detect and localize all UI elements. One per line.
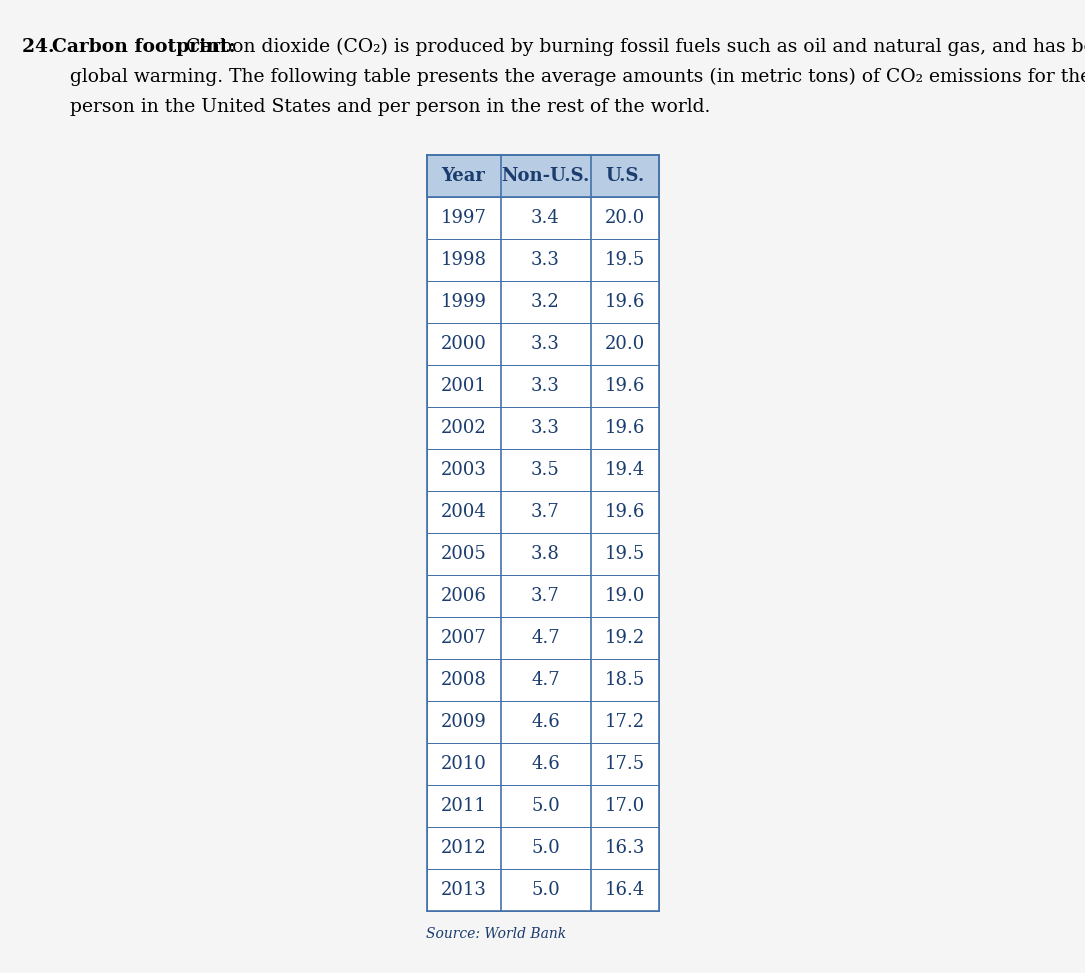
Text: Source: World Bank: Source: World Bank	[426, 927, 566, 941]
Text: 5.0: 5.0	[532, 797, 560, 815]
Text: 5.0: 5.0	[532, 839, 560, 857]
Bar	[426, 827, 659, 869]
Text: 19.2: 19.2	[604, 629, 644, 647]
Bar	[426, 239, 659, 281]
Text: 19.6: 19.6	[604, 293, 644, 311]
Bar	[426, 659, 659, 701]
Text: 2005: 2005	[441, 545, 486, 563]
Text: 3.5: 3.5	[532, 461, 560, 479]
Text: 2008: 2008	[441, 671, 486, 689]
Bar	[426, 533, 659, 575]
Text: 2013: 2013	[441, 881, 486, 899]
Text: Year: Year	[442, 167, 485, 185]
Text: 16.4: 16.4	[604, 881, 644, 899]
Text: 19.5: 19.5	[604, 251, 644, 269]
Text: 19.5: 19.5	[604, 545, 644, 563]
Text: 4.6: 4.6	[532, 713, 560, 731]
Text: 2011: 2011	[441, 797, 486, 815]
Text: 3.4: 3.4	[532, 209, 560, 227]
Bar	[426, 449, 659, 491]
Text: 19.6: 19.6	[604, 419, 644, 437]
Text: 4.6: 4.6	[532, 755, 560, 773]
Text: 1999: 1999	[441, 293, 486, 311]
Text: 17.5: 17.5	[604, 755, 644, 773]
Text: 3.3: 3.3	[531, 377, 560, 395]
Text: 17.2: 17.2	[604, 713, 644, 731]
Text: 17.0: 17.0	[604, 797, 644, 815]
Text: person in the United States and per person in the rest of the world.: person in the United States and per pers…	[71, 98, 711, 116]
Text: 2000: 2000	[441, 335, 486, 353]
Text: 2004: 2004	[441, 503, 486, 521]
Text: 1997: 1997	[441, 209, 486, 227]
Text: 19.6: 19.6	[604, 503, 644, 521]
Bar	[426, 281, 659, 323]
Text: 3.7: 3.7	[532, 587, 560, 605]
Text: 19.6: 19.6	[604, 377, 644, 395]
Text: 3.2: 3.2	[532, 293, 560, 311]
Bar	[426, 617, 659, 659]
Text: 19.4: 19.4	[604, 461, 644, 479]
Text: 24.: 24.	[22, 38, 61, 56]
Text: Carbon dioxide (CO₂) is produced by burning fossil fuels such as oil and natural: Carbon dioxide (CO₂) is produced by burn…	[180, 38, 1085, 56]
Bar	[426, 869, 659, 911]
Text: 2006: 2006	[441, 587, 486, 605]
Text: 4.7: 4.7	[532, 671, 560, 689]
Bar	[426, 491, 659, 533]
Bar	[426, 743, 659, 785]
Text: 1998: 1998	[441, 251, 486, 269]
Text: 3.3: 3.3	[531, 251, 560, 269]
Text: U.S.: U.S.	[604, 167, 644, 185]
Bar	[426, 575, 659, 617]
Text: 3.8: 3.8	[531, 545, 560, 563]
Text: 4.7: 4.7	[532, 629, 560, 647]
Text: 20.0: 20.0	[604, 209, 644, 227]
Text: 19.0: 19.0	[604, 587, 644, 605]
Text: 2001: 2001	[441, 377, 486, 395]
Bar	[426, 701, 659, 743]
Text: 2012: 2012	[441, 839, 486, 857]
Bar	[426, 197, 659, 239]
Text: 2010: 2010	[441, 755, 486, 773]
Text: Non-U.S.: Non-U.S.	[501, 167, 589, 185]
Bar	[426, 407, 659, 449]
Bar	[426, 785, 659, 827]
Text: 5.0: 5.0	[532, 881, 560, 899]
Bar	[426, 155, 659, 197]
Text: global warming. The following table presents the average amounts (in metric tons: global warming. The following table pres…	[71, 68, 1085, 87]
Text: 2002: 2002	[441, 419, 486, 437]
Text: 3.3: 3.3	[531, 419, 560, 437]
Text: 2007: 2007	[441, 629, 486, 647]
Bar	[426, 323, 659, 365]
Text: Carbon footprint:: Carbon footprint:	[52, 38, 235, 56]
Text: 2009: 2009	[441, 713, 486, 731]
Text: 2003: 2003	[441, 461, 486, 479]
Text: 20.0: 20.0	[604, 335, 644, 353]
Text: 18.5: 18.5	[604, 671, 644, 689]
Bar	[426, 365, 659, 407]
Text: 3.3: 3.3	[531, 335, 560, 353]
Text: 3.7: 3.7	[532, 503, 560, 521]
Text: 16.3: 16.3	[604, 839, 644, 857]
